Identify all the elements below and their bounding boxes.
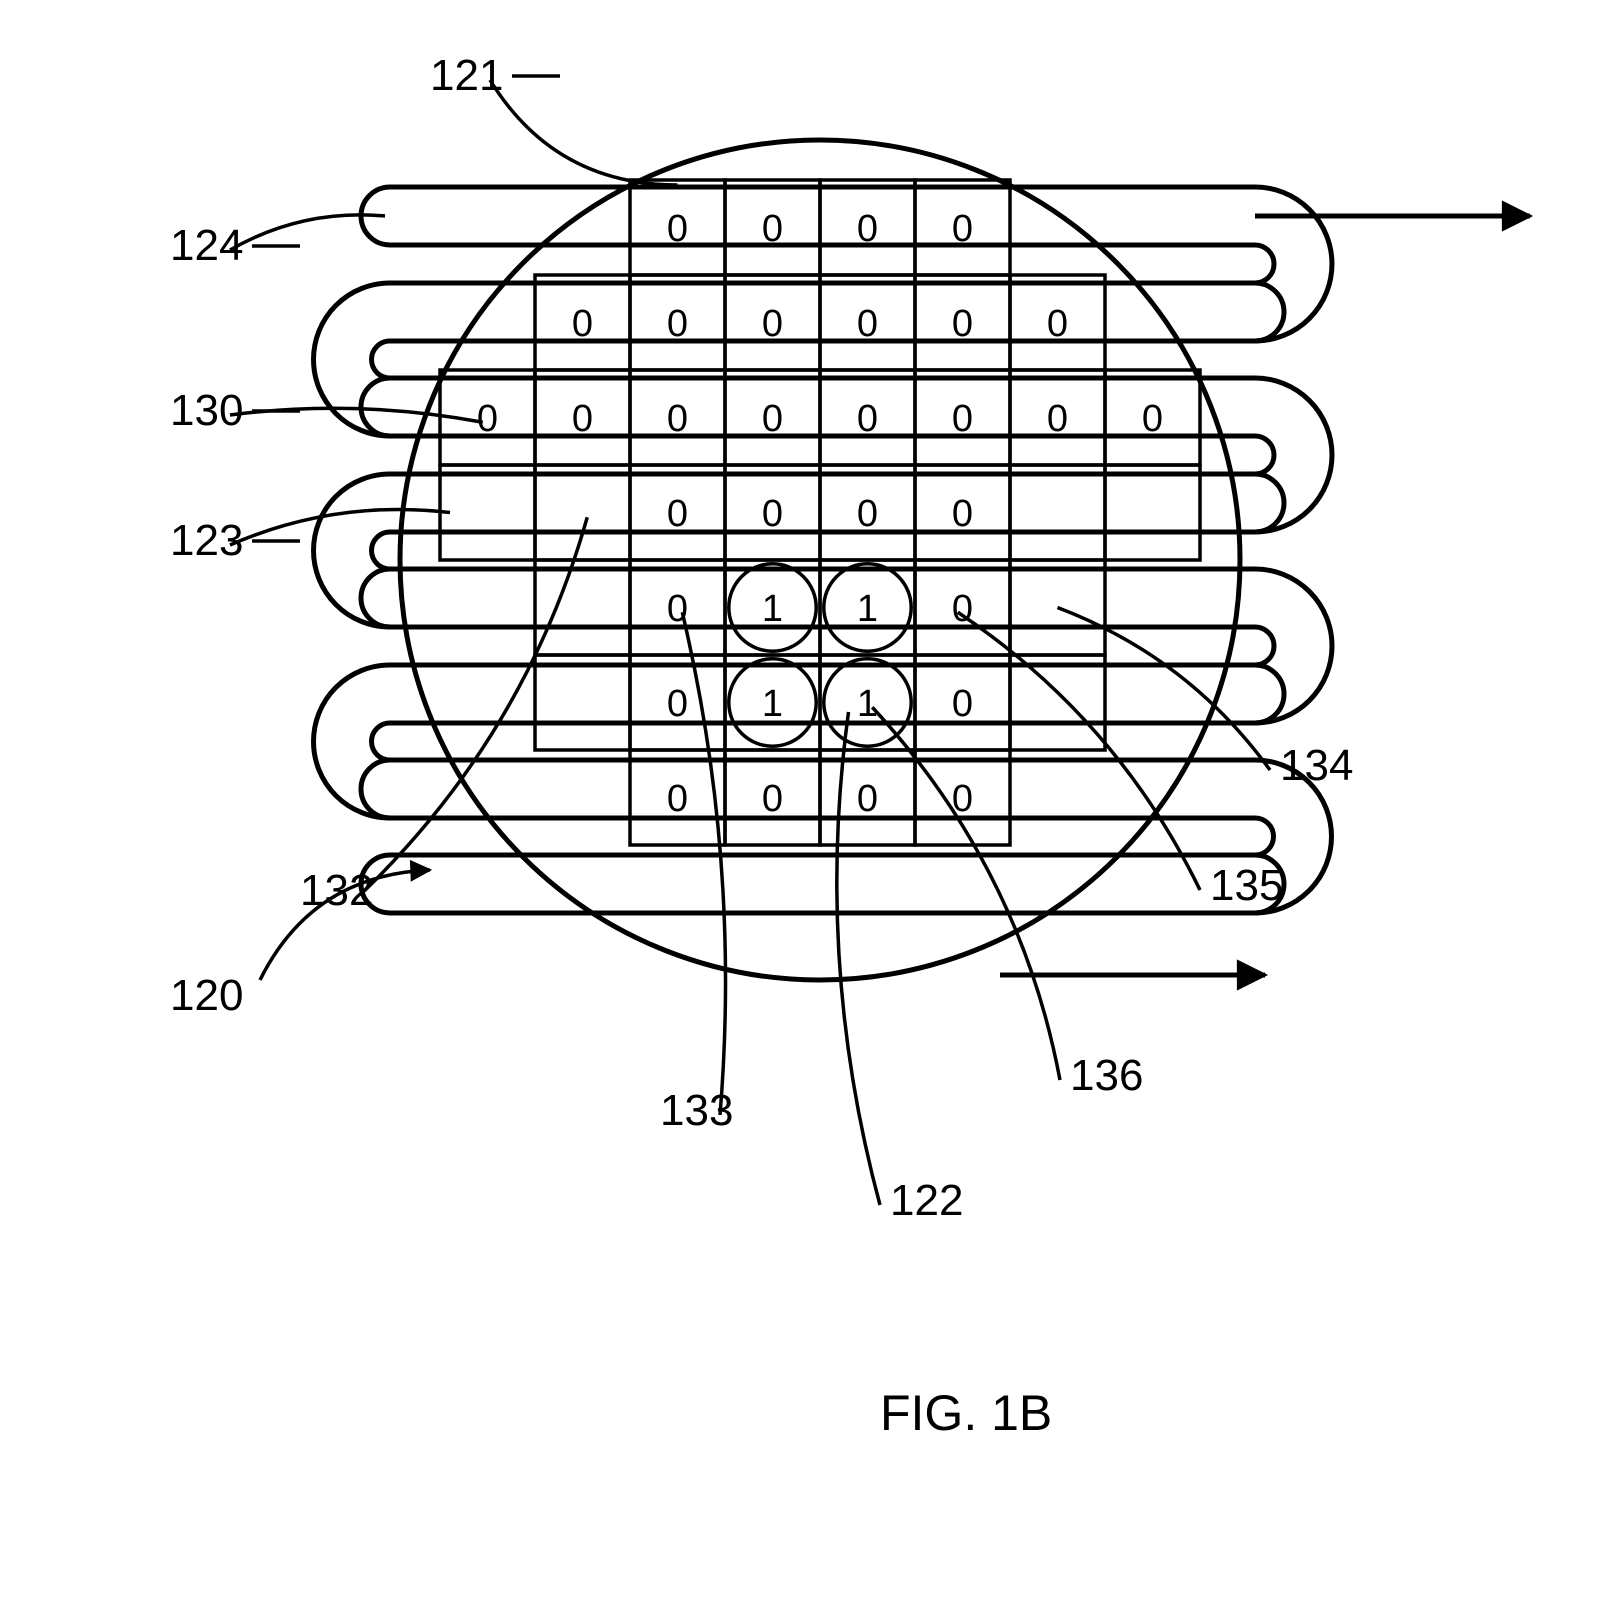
die-value: 0 — [952, 398, 973, 440]
ref-label-122: 122 — [890, 1176, 963, 1225]
die-value: 0 — [762, 208, 783, 250]
die-value: 0 — [762, 493, 783, 535]
ref-label-135: 135 — [1210, 861, 1283, 910]
die-grid: 0000000000000000000000011001100000 — [440, 180, 1200, 845]
ref-label-123: 123 — [170, 516, 243, 565]
die-value: 0 — [952, 303, 973, 345]
die-cell — [1010, 655, 1105, 750]
die-value: 0 — [857, 493, 878, 535]
die-value: 0 — [1047, 398, 1068, 440]
die-value: 0 — [667, 208, 688, 250]
die-value: 1 — [857, 588, 878, 630]
die-value: 0 — [1047, 303, 1068, 345]
ref-label-130: 130 — [170, 386, 243, 435]
ref-label-132: 132 — [300, 866, 373, 915]
ref-label-120: 120 — [170, 971, 243, 1020]
die-value: 0 — [667, 778, 688, 820]
die-value: 0 — [667, 683, 688, 725]
ref-label-136: 136 — [1070, 1051, 1143, 1100]
die-cell — [535, 655, 630, 750]
figure-caption: FIG. 1B — [880, 1385, 1052, 1441]
die-value: 0 — [477, 398, 498, 440]
die-value: 0 — [762, 303, 783, 345]
die-value: 0 — [952, 493, 973, 535]
die-value: 0 — [1142, 398, 1163, 440]
die-value: 0 — [667, 303, 688, 345]
die-value: 0 — [857, 398, 878, 440]
ref-label-133: 133 — [660, 1086, 733, 1135]
die-value: 0 — [572, 303, 593, 345]
die-value: 0 — [952, 683, 973, 725]
die-cell — [535, 465, 630, 560]
die-value: 0 — [857, 778, 878, 820]
die-cell — [1010, 465, 1105, 560]
die-value: 1 — [762, 683, 783, 725]
ref-label-134: 134 — [1280, 741, 1353, 790]
die-value: 0 — [952, 208, 973, 250]
die-value: 0 — [667, 493, 688, 535]
die-value: 0 — [762, 778, 783, 820]
die-value: 0 — [762, 398, 783, 440]
ref-label-124: 124 — [170, 221, 243, 270]
die-value: 0 — [572, 398, 593, 440]
die-value: 1 — [762, 588, 783, 630]
die-cell — [535, 560, 630, 655]
die-value: 0 — [667, 398, 688, 440]
ref-label-121: 121 — [430, 51, 503, 100]
die-cell — [1105, 465, 1200, 560]
die-value: 0 — [857, 303, 878, 345]
die-value: 0 — [952, 588, 973, 630]
die-value: 1 — [857, 683, 878, 725]
die-cell — [440, 465, 535, 560]
die-value: 0 — [857, 208, 878, 250]
